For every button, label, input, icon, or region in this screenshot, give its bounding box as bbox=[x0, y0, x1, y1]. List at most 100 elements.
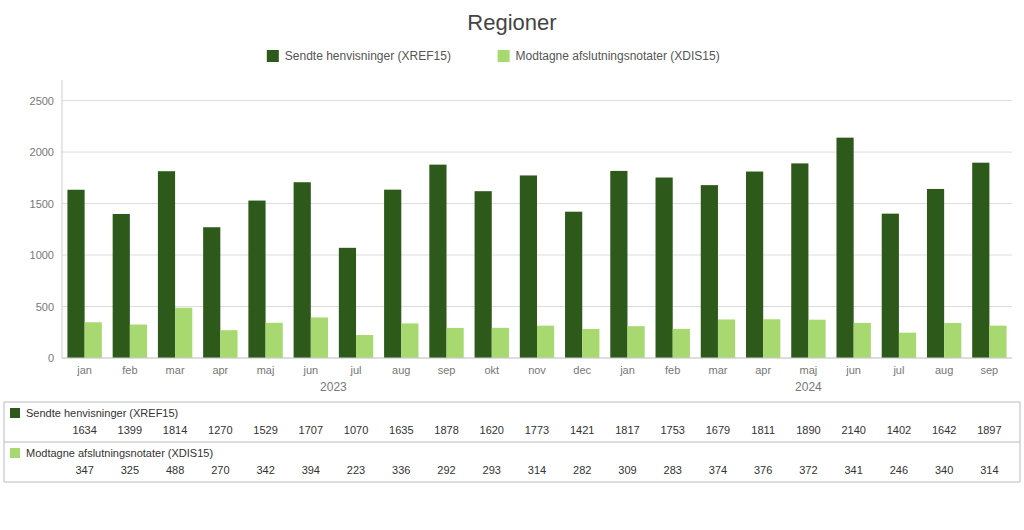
bar bbox=[791, 163, 808, 358]
bar bbox=[85, 322, 102, 358]
bar bbox=[203, 227, 220, 358]
bar bbox=[656, 178, 673, 358]
data-label: 1707 bbox=[299, 424, 323, 436]
y-axis: 05001000150020002500 bbox=[30, 80, 1012, 364]
data-label: 283 bbox=[664, 464, 682, 476]
chart-container: Regioner Sendte henvisninger (XREF15) Modt… bbox=[0, 0, 1024, 530]
x-tick-label: mar bbox=[708, 364, 727, 376]
grid-line bbox=[62, 100, 1012, 101]
data-label: 336 bbox=[392, 464, 410, 476]
x-tick-label: jul bbox=[892, 364, 904, 376]
data-label: 1753 bbox=[660, 424, 684, 436]
bar bbox=[158, 171, 175, 358]
x-axis: janfebmaraprmajjunjulaugsepoktnovdecjanf… bbox=[62, 358, 1012, 394]
bar bbox=[130, 325, 147, 358]
legend-swatch bbox=[267, 50, 279, 62]
table-swatch bbox=[10, 448, 20, 458]
data-label: 1421 bbox=[570, 424, 594, 436]
y-tick-label: 2500 bbox=[30, 95, 54, 107]
data-label: 325 bbox=[121, 464, 139, 476]
table-border bbox=[4, 402, 1020, 403]
table-border bbox=[4, 482, 1020, 483]
data-label: 1890 bbox=[796, 424, 820, 436]
bar bbox=[673, 329, 690, 358]
table-border bbox=[4, 402, 5, 482]
bar bbox=[746, 172, 763, 358]
x-tick-label: feb bbox=[122, 364, 137, 376]
y-tick-label: 1500 bbox=[30, 198, 54, 210]
table-border bbox=[1020, 402, 1021, 482]
data-label: 1642 bbox=[932, 424, 956, 436]
bar bbox=[701, 185, 718, 358]
legend-label: Modtagne afslutningsnotater (XDIS15) bbox=[516, 49, 720, 63]
table-swatch bbox=[10, 408, 20, 418]
x-tick-label: aug bbox=[392, 364, 410, 376]
data-label: 314 bbox=[528, 464, 546, 476]
bar bbox=[401, 323, 418, 358]
bar bbox=[475, 191, 492, 358]
table-border bbox=[4, 442, 1020, 443]
x-tick-label: maj bbox=[257, 364, 275, 376]
bar bbox=[384, 190, 401, 358]
data-label: 1402 bbox=[887, 424, 911, 436]
x-tick-label: sep bbox=[981, 364, 999, 376]
data-label: 223 bbox=[347, 464, 365, 476]
x-tick-label: maj bbox=[800, 364, 818, 376]
bar bbox=[927, 189, 944, 358]
x-tick-label: jan bbox=[619, 364, 635, 376]
data-label: 1270 bbox=[208, 424, 232, 436]
bar bbox=[520, 175, 537, 358]
year-label: 2023 bbox=[320, 380, 347, 394]
data-label: 246 bbox=[890, 464, 908, 476]
bar bbox=[67, 190, 84, 358]
bar bbox=[537, 326, 554, 358]
x-tick-label: jul bbox=[350, 364, 362, 376]
x-tick-label: jan bbox=[76, 364, 92, 376]
bar bbox=[882, 214, 899, 358]
bar bbox=[944, 323, 961, 358]
bar bbox=[718, 319, 735, 358]
bar bbox=[763, 319, 780, 358]
data-label: 347 bbox=[75, 464, 93, 476]
bars bbox=[67, 138, 1006, 358]
chart-svg: Regioner Sendte henvisninger (XREF15) Modt… bbox=[0, 0, 1024, 530]
x-tick-label: dec bbox=[573, 364, 591, 376]
bar bbox=[220, 330, 237, 358]
bar bbox=[356, 335, 373, 358]
x-tick-label: mar bbox=[166, 364, 185, 376]
grid-line bbox=[62, 358, 1012, 359]
bar bbox=[899, 333, 916, 358]
data-label: 1773 bbox=[525, 424, 549, 436]
bar bbox=[610, 171, 627, 358]
data-label: 1634 bbox=[72, 424, 96, 436]
bar bbox=[447, 328, 464, 358]
data-label: 1399 bbox=[118, 424, 142, 436]
title: Regioner bbox=[467, 10, 556, 35]
data-label: 282 bbox=[573, 464, 591, 476]
data-label: 1814 bbox=[163, 424, 187, 436]
x-tick-label: sep bbox=[438, 364, 456, 376]
data-label: 376 bbox=[754, 464, 772, 476]
x-tick-label: feb bbox=[665, 364, 680, 376]
y-tick-label: 1000 bbox=[30, 249, 54, 261]
x-tick-label: jun bbox=[302, 364, 318, 376]
y-tick-label: 0 bbox=[48, 352, 54, 364]
data-label: 374 bbox=[709, 464, 727, 476]
bar bbox=[429, 165, 446, 358]
bar bbox=[294, 182, 311, 358]
table-row-label: Sendte henvisninger (XREF15) bbox=[26, 407, 178, 419]
data-label: 341 bbox=[844, 464, 862, 476]
bar bbox=[582, 329, 599, 358]
data-label: 342 bbox=[256, 464, 274, 476]
data-label: 1811 bbox=[751, 424, 775, 436]
x-axis-line bbox=[62, 358, 1012, 359]
x-tick-label: apr bbox=[212, 364, 228, 376]
data-label: 1635 bbox=[389, 424, 413, 436]
data-label: 293 bbox=[483, 464, 501, 476]
x-tick-label: apr bbox=[755, 364, 771, 376]
table-row-label: Modtagne afslutningsnotater (XDIS15) bbox=[26, 447, 213, 459]
bar bbox=[339, 248, 356, 358]
x-tick-label: okt bbox=[484, 364, 499, 376]
data-label: 270 bbox=[211, 464, 229, 476]
bar bbox=[113, 214, 130, 358]
